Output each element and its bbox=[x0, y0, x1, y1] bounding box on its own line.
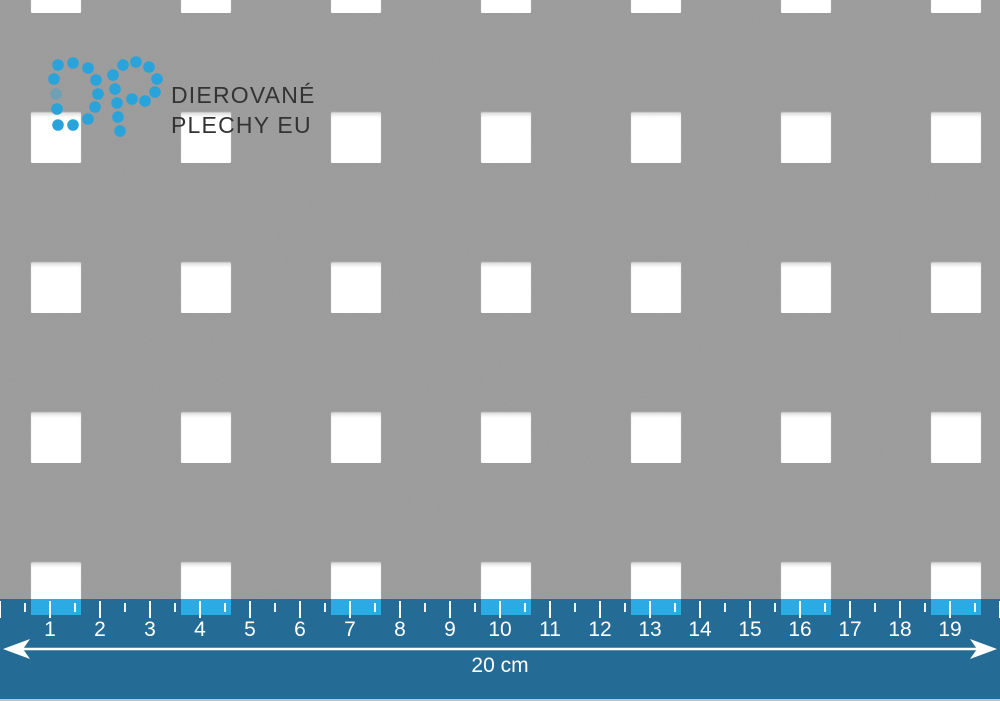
measure-arrow bbox=[3, 639, 997, 659]
hole bbox=[481, 263, 531, 313]
hole bbox=[331, 113, 381, 163]
logo-dot bbox=[52, 59, 64, 71]
logo-line1: DIEROVANÉ bbox=[171, 82, 316, 108]
logo-dot bbox=[126, 93, 138, 105]
hole bbox=[631, 263, 681, 313]
logo-dot bbox=[130, 56, 142, 68]
hole bbox=[181, 413, 231, 463]
ruler-number: 19 bbox=[938, 618, 962, 641]
logo-dot bbox=[92, 88, 104, 100]
hole bbox=[781, 263, 831, 313]
logo-dot bbox=[89, 101, 101, 113]
hole bbox=[781, 113, 831, 163]
logo-dot bbox=[67, 57, 79, 69]
hole bbox=[481, 113, 531, 163]
logo-dot bbox=[82, 113, 94, 125]
hole bbox=[31, 0, 81, 13]
ruler-length-label: 20 cm bbox=[471, 654, 529, 677]
hole bbox=[331, 413, 381, 463]
logo-dot bbox=[114, 125, 126, 137]
hole bbox=[631, 0, 681, 13]
hole bbox=[31, 263, 81, 313]
hole bbox=[931, 263, 981, 313]
hole bbox=[331, 0, 381, 13]
logo-dot bbox=[48, 73, 60, 85]
logo-dot bbox=[51, 103, 63, 115]
logo-dot bbox=[90, 74, 102, 86]
logo-text: DIEROVANÉ PLECHY EU bbox=[171, 80, 316, 140]
hole bbox=[631, 113, 681, 163]
hole bbox=[931, 413, 981, 463]
logo-dot bbox=[82, 62, 94, 74]
dp-logo-icon bbox=[48, 56, 163, 137]
hole bbox=[931, 113, 981, 163]
hole bbox=[31, 413, 81, 463]
hole bbox=[481, 0, 531, 13]
logo-dot bbox=[112, 111, 124, 123]
ruler bbox=[0, 599, 1000, 701]
hole bbox=[181, 0, 231, 13]
logo-line2: PLECHY EU bbox=[171, 112, 312, 138]
logo-dot bbox=[109, 83, 121, 95]
logo-dot bbox=[52, 119, 64, 131]
logo-dot bbox=[117, 59, 129, 71]
hole bbox=[181, 113, 231, 163]
hole bbox=[481, 413, 531, 463]
logo-dot bbox=[143, 61, 155, 73]
logo-dot bbox=[50, 88, 62, 100]
logo-dot bbox=[139, 95, 151, 107]
hole bbox=[331, 263, 381, 313]
logo-dot bbox=[67, 119, 79, 131]
hole bbox=[181, 263, 231, 313]
hole bbox=[931, 0, 981, 13]
logo-dot bbox=[107, 69, 119, 81]
logo-dot bbox=[111, 97, 123, 109]
hole bbox=[781, 0, 831, 13]
logo-dot bbox=[151, 73, 163, 85]
logo-dot bbox=[149, 86, 161, 98]
hole bbox=[631, 413, 681, 463]
hole bbox=[781, 413, 831, 463]
